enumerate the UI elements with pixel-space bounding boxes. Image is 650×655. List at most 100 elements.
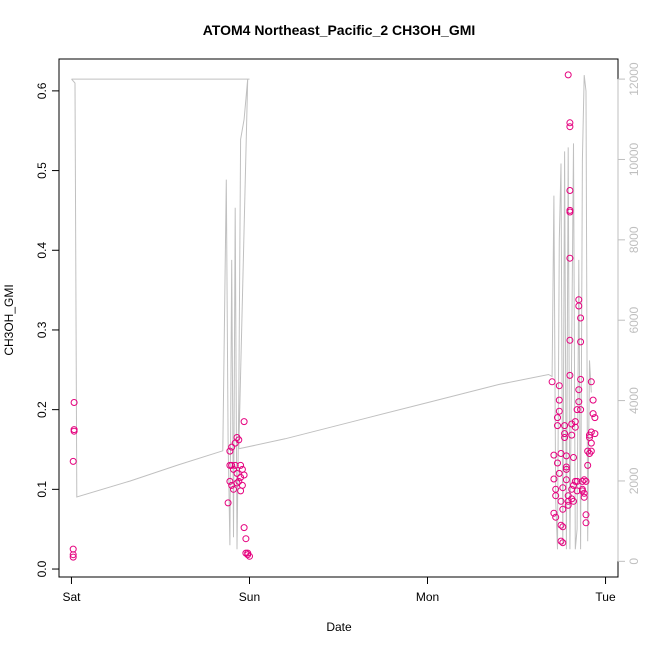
data-point bbox=[230, 465, 237, 473]
data-point bbox=[562, 476, 570, 484]
y-tick-label: 0.5 bbox=[35, 162, 49, 179]
data-point bbox=[240, 418, 248, 426]
data-point bbox=[554, 414, 561, 422]
data-point bbox=[566, 208, 574, 216]
data-point bbox=[231, 461, 239, 469]
data-point bbox=[228, 443, 236, 451]
x-tick-label: Mon bbox=[416, 590, 439, 604]
data-point bbox=[573, 477, 581, 485]
data-point bbox=[562, 452, 570, 460]
data-point bbox=[559, 505, 567, 513]
data-point bbox=[570, 454, 577, 461]
data-point bbox=[69, 553, 77, 561]
data-point bbox=[577, 314, 585, 322]
data-point bbox=[550, 451, 558, 459]
data-point-group bbox=[69, 71, 599, 561]
y2-axis: 0 2000 4000 6000 8000 10000 12000 bbox=[617, 62, 641, 565]
data-point bbox=[555, 396, 563, 404]
y-tick-label: 0.4 bbox=[35, 242, 49, 259]
data-point bbox=[564, 71, 572, 79]
data-point bbox=[578, 487, 586, 495]
data-point bbox=[562, 463, 570, 471]
data-point bbox=[587, 428, 595, 436]
altitude-line bbox=[71, 75, 592, 550]
data-point bbox=[566, 123, 574, 131]
data-point bbox=[575, 302, 583, 310]
data-point bbox=[566, 371, 574, 379]
data-point bbox=[70, 399, 78, 406]
data-point bbox=[226, 447, 234, 455]
data-point bbox=[561, 422, 569, 430]
data-point bbox=[555, 469, 563, 477]
y2-tick-label: 10000 bbox=[627, 142, 641, 176]
chart-title: ATOM4 Northeast_Pacific_2 CH3OH_GMI bbox=[203, 22, 476, 38]
data-point bbox=[557, 537, 565, 545]
data-point bbox=[577, 338, 585, 346]
y-axis-label: CH3OH_GMI bbox=[2, 284, 16, 355]
data-point bbox=[575, 386, 583, 394]
data-point bbox=[240, 524, 248, 532]
data-point bbox=[591, 430, 599, 438]
data-point bbox=[559, 523, 567, 531]
data-point bbox=[557, 497, 565, 505]
data-point bbox=[570, 497, 577, 505]
data-point bbox=[552, 513, 560, 521]
data-point bbox=[589, 410, 597, 418]
data-point bbox=[564, 492, 572, 500]
data-point bbox=[570, 481, 577, 489]
y2-tick-label: 0 bbox=[627, 558, 641, 565]
data-point bbox=[550, 475, 558, 483]
y2-tick-label: 8000 bbox=[627, 226, 641, 253]
data-point bbox=[235, 436, 243, 444]
data-point bbox=[554, 422, 561, 430]
y2-tick-label: 2000 bbox=[627, 467, 641, 494]
data-point bbox=[555, 382, 563, 390]
data-point bbox=[566, 336, 574, 344]
data-point bbox=[557, 521, 565, 529]
data-point bbox=[69, 545, 77, 553]
data-point bbox=[575, 398, 583, 406]
data-point bbox=[230, 485, 237, 493]
data-point bbox=[564, 501, 572, 509]
x-tick-label: Sun bbox=[239, 590, 260, 604]
data-point bbox=[554, 459, 561, 467]
data-point bbox=[550, 509, 558, 517]
data-point bbox=[582, 511, 590, 519]
data-point bbox=[582, 477, 590, 485]
y-axis: 0.0 0.1 0.2 0.3 0.4 0.5 0.6 bbox=[35, 82, 60, 577]
x-axis: Sat Sun Mon Tue bbox=[62, 576, 616, 604]
data-point bbox=[587, 439, 595, 447]
data-point bbox=[587, 378, 595, 386]
data-point bbox=[586, 450, 593, 457]
data-point bbox=[559, 484, 567, 492]
data-point bbox=[578, 477, 586, 485]
data-point bbox=[571, 423, 579, 431]
data-point bbox=[580, 476, 588, 484]
data-point bbox=[548, 378, 556, 386]
data-point bbox=[584, 461, 592, 469]
data-point bbox=[561, 430, 569, 438]
data-point bbox=[224, 499, 232, 507]
data-point bbox=[577, 375, 585, 383]
data-point bbox=[566, 254, 574, 262]
data-point bbox=[555, 407, 563, 415]
data-point bbox=[589, 396, 597, 404]
data-point bbox=[238, 481, 246, 489]
data-point bbox=[240, 471, 248, 479]
y2-tick-label: 6000 bbox=[627, 307, 641, 334]
data-point bbox=[246, 552, 253, 560]
data-point bbox=[573, 406, 581, 414]
x-axis-label: Date bbox=[326, 620, 352, 634]
altitude-line-group bbox=[71, 75, 592, 550]
data-point bbox=[582, 519, 590, 527]
y-tick-label: 0.3 bbox=[35, 321, 49, 338]
data-point bbox=[566, 187, 574, 194]
y2-tick-label: 4000 bbox=[627, 387, 641, 414]
data-point bbox=[561, 434, 569, 441]
data-point bbox=[580, 493, 588, 501]
data-point bbox=[552, 492, 560, 500]
data-point bbox=[562, 465, 570, 473]
y-tick-label: 0.2 bbox=[35, 401, 49, 418]
